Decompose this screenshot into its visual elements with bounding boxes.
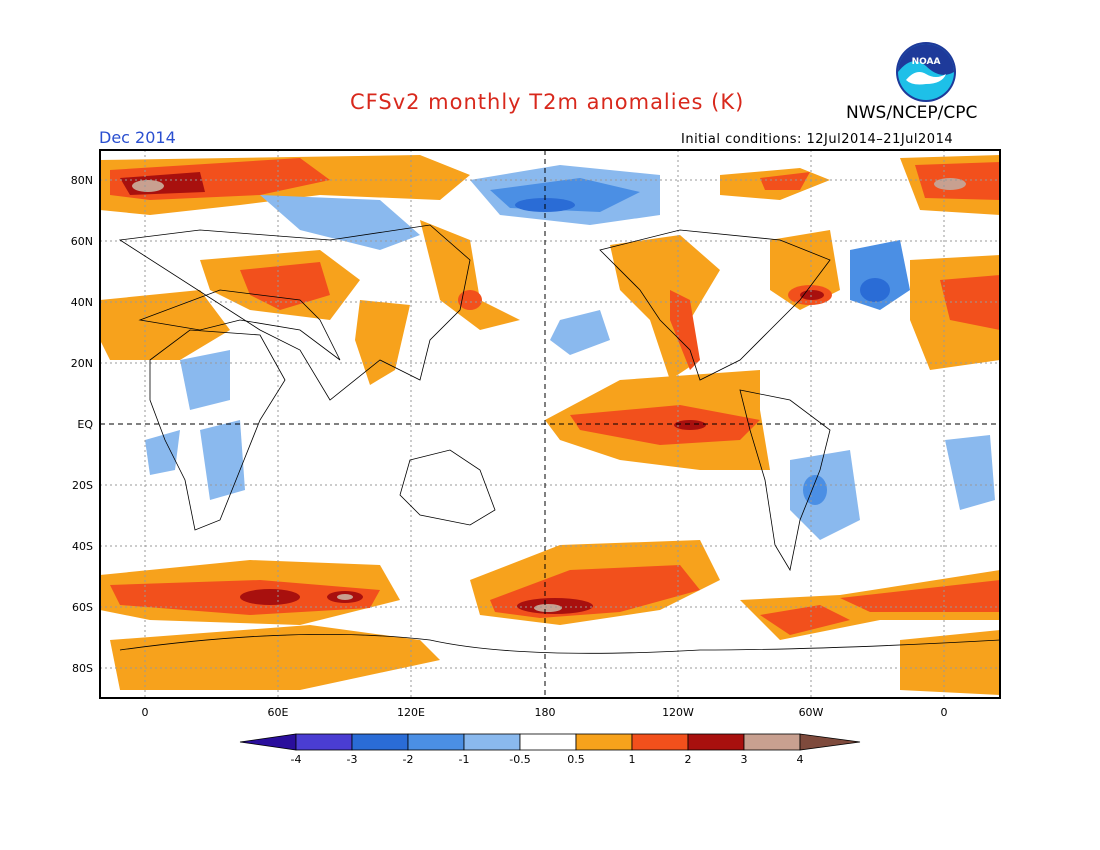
agency-label: NWS/NCEP/CPC	[846, 103, 978, 123]
legend-label-2: -2	[403, 753, 414, 766]
legend-label-4: -0.5	[509, 753, 530, 766]
legend-label-1: -3	[347, 753, 358, 766]
lat-label-40n: 40N	[71, 296, 93, 309]
legend-swatch-4	[463, 733, 521, 751]
legend-arrow-left	[239, 733, 297, 751]
lat-label-20s: 20S	[72, 479, 93, 492]
legend-label-7: 2	[685, 753, 692, 766]
lat-axis: 80N 60N 40N 20N EQ 20S 40S 60S 80S	[71, 174, 94, 675]
legend-swatch-3	[407, 733, 465, 751]
legend-swatch-2	[351, 733, 409, 751]
legend-label-0: -4	[291, 753, 302, 766]
initial-conditions: Initial conditions: 12Jul2014–21Jul2014	[681, 132, 954, 147]
lon-label-180: 180	[535, 706, 556, 719]
lon-label-60e: 60E	[268, 706, 289, 719]
legend-labels: -4 -3 -2 -1 -0.5 0.5 1 2 3 4	[291, 753, 804, 766]
chart-title: CFSv2 monthly T2m anomalies (K)	[350, 90, 745, 114]
legend-label-3: -1	[459, 753, 470, 766]
lat-label-20n: 20N	[71, 357, 93, 370]
cold-region-africa	[145, 430, 180, 475]
legend-swatch-5	[519, 733, 577, 751]
forecast-period: Dec 2014	[99, 128, 176, 147]
legend-swatch-7	[631, 733, 689, 751]
lon-label-120e: 120E	[397, 706, 425, 719]
legend-swatch-9	[743, 733, 801, 751]
lon-label-120w: 120W	[662, 706, 694, 719]
lon-label-0-east: 0	[941, 706, 948, 719]
lat-label-80s: 80S	[72, 662, 93, 675]
legend-label-5: 0.5	[567, 753, 585, 766]
lat-label-eq: EQ	[77, 418, 93, 431]
lat-label-60n: 60N	[71, 235, 93, 248]
noaa-logo-icon: NOAA	[896, 42, 956, 102]
legend-swatch-8	[687, 733, 745, 751]
logo-text: NOAA	[912, 57, 941, 67]
lon-label-0: 0	[142, 706, 149, 719]
legend-swatch-1	[295, 733, 353, 751]
lon-label-60w: 60W	[799, 706, 824, 719]
color-legend	[239, 733, 861, 751]
legend-label-9: 4	[797, 753, 804, 766]
legend-label-6: 1	[629, 753, 636, 766]
lat-label-40s: 40S	[72, 540, 93, 553]
coastlines	[118, 224, 1001, 654]
lat-label-80n: 80N	[71, 174, 93, 187]
legend-swatch-6	[575, 733, 633, 751]
warm-region-arctic-west-peak	[132, 180, 164, 192]
lon-axis: 0 60E 120E 180 120W 60W 0	[142, 706, 948, 719]
legend-label-8: 3	[741, 753, 748, 766]
warm-region-antarctica-east	[900, 630, 1000, 695]
graticule	[100, 150, 1000, 698]
map-frame	[99, 149, 1001, 699]
reference-lines	[100, 150, 1000, 698]
lat-label-60s: 60S	[72, 601, 93, 614]
warm-region-arctic-east-peak	[934, 178, 966, 190]
legend-arrow-right	[799, 733, 861, 751]
